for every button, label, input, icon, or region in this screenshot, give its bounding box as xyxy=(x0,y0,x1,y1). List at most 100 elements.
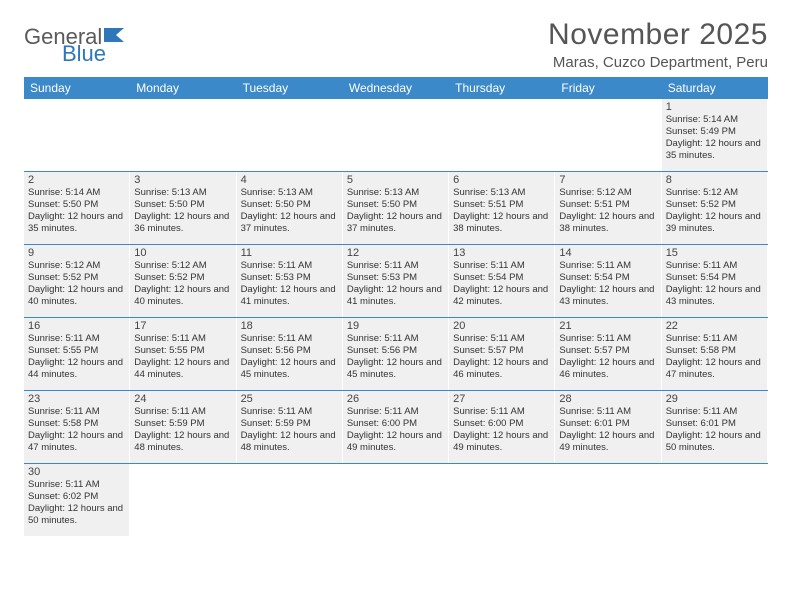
day-number: 12 xyxy=(347,247,444,259)
day-info: Sunrise: 5:11 AMSunset: 5:54 PMDaylight:… xyxy=(666,260,763,308)
daylight-text: Daylight: 12 hours and 37 minutes. xyxy=(347,211,444,235)
day-cell: 15Sunrise: 5:11 AMSunset: 5:54 PMDayligh… xyxy=(662,245,768,317)
sunset-text: Sunset: 5:52 PM xyxy=(134,272,231,284)
day-number: 3 xyxy=(134,174,231,186)
day-number: 4 xyxy=(241,174,338,186)
empty-cell xyxy=(343,464,449,536)
day-number: 14 xyxy=(559,247,656,259)
sunrise-text: Sunrise: 5:14 AM xyxy=(666,114,763,126)
day-number: 15 xyxy=(666,247,763,259)
day-cell: 25Sunrise: 5:11 AMSunset: 5:59 PMDayligh… xyxy=(237,391,343,463)
daylight-text: Daylight: 12 hours and 41 minutes. xyxy=(347,284,444,308)
day-number: 13 xyxy=(453,247,550,259)
empty-cell xyxy=(449,99,555,171)
daylight-text: Daylight: 12 hours and 40 minutes. xyxy=(134,284,231,308)
week-row: 23Sunrise: 5:11 AMSunset: 5:58 PMDayligh… xyxy=(24,391,768,464)
sunset-text: Sunset: 5:58 PM xyxy=(28,418,125,430)
day-cell: 30Sunrise: 5:11 AMSunset: 6:02 PMDayligh… xyxy=(24,464,130,536)
day-number: 10 xyxy=(134,247,231,259)
day-number: 22 xyxy=(666,320,763,332)
sunset-text: Sunset: 5:53 PM xyxy=(241,272,338,284)
day-info: Sunrise: 5:11 AMSunset: 5:57 PMDaylight:… xyxy=(453,333,550,381)
day-info: Sunrise: 5:11 AMSunset: 6:01 PMDaylight:… xyxy=(559,406,656,454)
sunset-text: Sunset: 5:53 PM xyxy=(347,272,444,284)
sunrise-text: Sunrise: 5:11 AM xyxy=(347,333,444,345)
day-number: 27 xyxy=(453,393,550,405)
day-cell: 4Sunrise: 5:13 AMSunset: 5:50 PMDaylight… xyxy=(237,172,343,244)
sunrise-text: Sunrise: 5:11 AM xyxy=(559,406,656,418)
sunrise-text: Sunrise: 5:11 AM xyxy=(453,333,550,345)
daylight-text: Daylight: 12 hours and 39 minutes. xyxy=(666,211,763,235)
daylight-text: Daylight: 12 hours and 45 minutes. xyxy=(347,357,444,381)
daylight-text: Daylight: 12 hours and 46 minutes. xyxy=(453,357,550,381)
sunset-text: Sunset: 5:54 PM xyxy=(666,272,763,284)
sunset-text: Sunset: 5:51 PM xyxy=(559,199,656,211)
day-cell: 13Sunrise: 5:11 AMSunset: 5:54 PMDayligh… xyxy=(449,245,555,317)
weekday-header: Wednesday xyxy=(343,77,449,99)
day-info: Sunrise: 5:11 AMSunset: 5:53 PMDaylight:… xyxy=(241,260,338,308)
empty-cell xyxy=(662,464,768,536)
sunrise-text: Sunrise: 5:11 AM xyxy=(666,260,763,272)
daylight-text: Daylight: 12 hours and 43 minutes. xyxy=(559,284,656,308)
daylight-text: Daylight: 12 hours and 37 minutes. xyxy=(241,211,338,235)
sunrise-text: Sunrise: 5:11 AM xyxy=(347,260,444,272)
sunrise-text: Sunrise: 5:11 AM xyxy=(134,406,231,418)
sunrise-text: Sunrise: 5:11 AM xyxy=(241,260,338,272)
day-number: 2 xyxy=(28,174,125,186)
sunrise-text: Sunrise: 5:11 AM xyxy=(666,333,763,345)
daylight-text: Daylight: 12 hours and 49 minutes. xyxy=(453,430,550,454)
daylight-text: Daylight: 12 hours and 47 minutes. xyxy=(28,430,125,454)
day-number: 9 xyxy=(28,247,125,259)
day-info: Sunrise: 5:13 AMSunset: 5:50 PMDaylight:… xyxy=(241,187,338,235)
day-cell: 20Sunrise: 5:11 AMSunset: 5:57 PMDayligh… xyxy=(449,318,555,390)
flag-icon xyxy=(104,26,130,49)
sunset-text: Sunset: 5:55 PM xyxy=(134,345,231,357)
day-info: Sunrise: 5:11 AMSunset: 5:59 PMDaylight:… xyxy=(134,406,231,454)
sunrise-text: Sunrise: 5:11 AM xyxy=(241,333,338,345)
sunset-text: Sunset: 6:01 PM xyxy=(559,418,656,430)
daylight-text: Daylight: 12 hours and 46 minutes. xyxy=(559,357,656,381)
daylight-text: Daylight: 12 hours and 45 minutes. xyxy=(241,357,338,381)
day-cell: 2Sunrise: 5:14 AMSunset: 5:50 PMDaylight… xyxy=(24,172,130,244)
day-cell: 8Sunrise: 5:12 AMSunset: 5:52 PMDaylight… xyxy=(662,172,768,244)
day-cell: 12Sunrise: 5:11 AMSunset: 5:53 PMDayligh… xyxy=(343,245,449,317)
day-number: 29 xyxy=(666,393,763,405)
sunset-text: Sunset: 5:58 PM xyxy=(666,345,763,357)
day-info: Sunrise: 5:13 AMSunset: 5:50 PMDaylight:… xyxy=(347,187,444,235)
sunset-text: Sunset: 6:02 PM xyxy=(28,491,125,503)
day-info: Sunrise: 5:13 AMSunset: 5:51 PMDaylight:… xyxy=(453,187,550,235)
daylight-text: Daylight: 12 hours and 38 minutes. xyxy=(559,211,656,235)
day-number: 17 xyxy=(134,320,231,332)
day-info: Sunrise: 5:11 AMSunset: 5:55 PMDaylight:… xyxy=(134,333,231,381)
sunrise-text: Sunrise: 5:13 AM xyxy=(347,187,444,199)
sunrise-text: Sunrise: 5:11 AM xyxy=(559,333,656,345)
sunset-text: Sunset: 5:50 PM xyxy=(134,199,231,211)
day-info: Sunrise: 5:14 AMSunset: 5:49 PMDaylight:… xyxy=(666,114,763,162)
day-number: 23 xyxy=(28,393,125,405)
empty-cell xyxy=(555,464,661,536)
day-cell: 7Sunrise: 5:12 AMSunset: 5:51 PMDaylight… xyxy=(555,172,661,244)
day-info: Sunrise: 5:11 AMSunset: 5:54 PMDaylight:… xyxy=(453,260,550,308)
sunrise-text: Sunrise: 5:11 AM xyxy=(453,406,550,418)
day-number: 25 xyxy=(241,393,338,405)
day-number: 20 xyxy=(453,320,550,332)
sunrise-text: Sunrise: 5:13 AM xyxy=(241,187,338,199)
day-cell: 27Sunrise: 5:11 AMSunset: 6:00 PMDayligh… xyxy=(449,391,555,463)
sunrise-text: Sunrise: 5:11 AM xyxy=(28,333,125,345)
day-cell: 17Sunrise: 5:11 AMSunset: 5:55 PMDayligh… xyxy=(130,318,236,390)
sunset-text: Sunset: 5:59 PM xyxy=(134,418,231,430)
sunset-text: Sunset: 5:55 PM xyxy=(28,345,125,357)
sunset-text: Sunset: 5:50 PM xyxy=(241,199,338,211)
day-number: 18 xyxy=(241,320,338,332)
day-cell: 3Sunrise: 5:13 AMSunset: 5:50 PMDaylight… xyxy=(130,172,236,244)
day-info: Sunrise: 5:11 AMSunset: 5:56 PMDaylight:… xyxy=(241,333,338,381)
day-info: Sunrise: 5:13 AMSunset: 5:50 PMDaylight:… xyxy=(134,187,231,235)
day-info: Sunrise: 5:14 AMSunset: 5:50 PMDaylight:… xyxy=(28,187,125,235)
sunset-text: Sunset: 5:52 PM xyxy=(28,272,125,284)
day-number: 30 xyxy=(28,466,125,478)
sunset-text: Sunset: 5:51 PM xyxy=(453,199,550,211)
day-cell: 1Sunrise: 5:14 AMSunset: 5:49 PMDaylight… xyxy=(662,99,768,171)
weekday-header: Saturday xyxy=(662,77,768,99)
weeks-container: 1Sunrise: 5:14 AMSunset: 5:49 PMDaylight… xyxy=(24,99,768,536)
day-info: Sunrise: 5:11 AMSunset: 6:02 PMDaylight:… xyxy=(28,479,125,527)
